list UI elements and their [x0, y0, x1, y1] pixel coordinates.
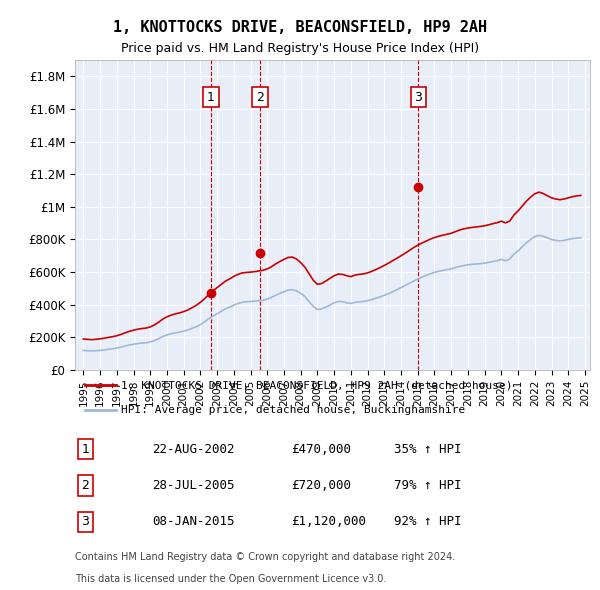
Text: 3: 3 [415, 91, 422, 104]
Text: 2: 2 [82, 479, 89, 492]
Text: HPI: Average price, detached house, Buckinghamshire: HPI: Average price, detached house, Buck… [121, 405, 466, 415]
Text: Price paid vs. HM Land Registry's House Price Index (HPI): Price paid vs. HM Land Registry's House … [121, 42, 479, 55]
Text: 1, KNOTTOCKS DRIVE, BEACONSFIELD, HP9 2AH (detached house): 1, KNOTTOCKS DRIVE, BEACONSFIELD, HP9 2A… [121, 381, 513, 391]
Text: Contains HM Land Registry data © Crown copyright and database right 2024.: Contains HM Land Registry data © Crown c… [75, 552, 455, 562]
Text: 35% ↑ HPI: 35% ↑ HPI [394, 442, 462, 455]
Text: 79% ↑ HPI: 79% ↑ HPI [394, 479, 462, 492]
Text: 3: 3 [82, 515, 89, 528]
Text: 1: 1 [82, 442, 89, 455]
Text: 08-JAN-2015: 08-JAN-2015 [152, 515, 235, 528]
Text: £470,000: £470,000 [291, 442, 351, 455]
Text: This data is licensed under the Open Government Licence v3.0.: This data is licensed under the Open Gov… [75, 573, 386, 584]
Text: 92% ↑ HPI: 92% ↑ HPI [394, 515, 462, 528]
Text: 2: 2 [256, 91, 264, 104]
Text: £720,000: £720,000 [291, 479, 351, 492]
Text: 1, KNOTTOCKS DRIVE, BEACONSFIELD, HP9 2AH: 1, KNOTTOCKS DRIVE, BEACONSFIELD, HP9 2A… [113, 20, 487, 35]
Text: 28-JUL-2005: 28-JUL-2005 [152, 479, 235, 492]
Text: 22-AUG-2002: 22-AUG-2002 [152, 442, 235, 455]
Text: £1,120,000: £1,120,000 [291, 515, 366, 528]
Text: 1: 1 [207, 91, 215, 104]
